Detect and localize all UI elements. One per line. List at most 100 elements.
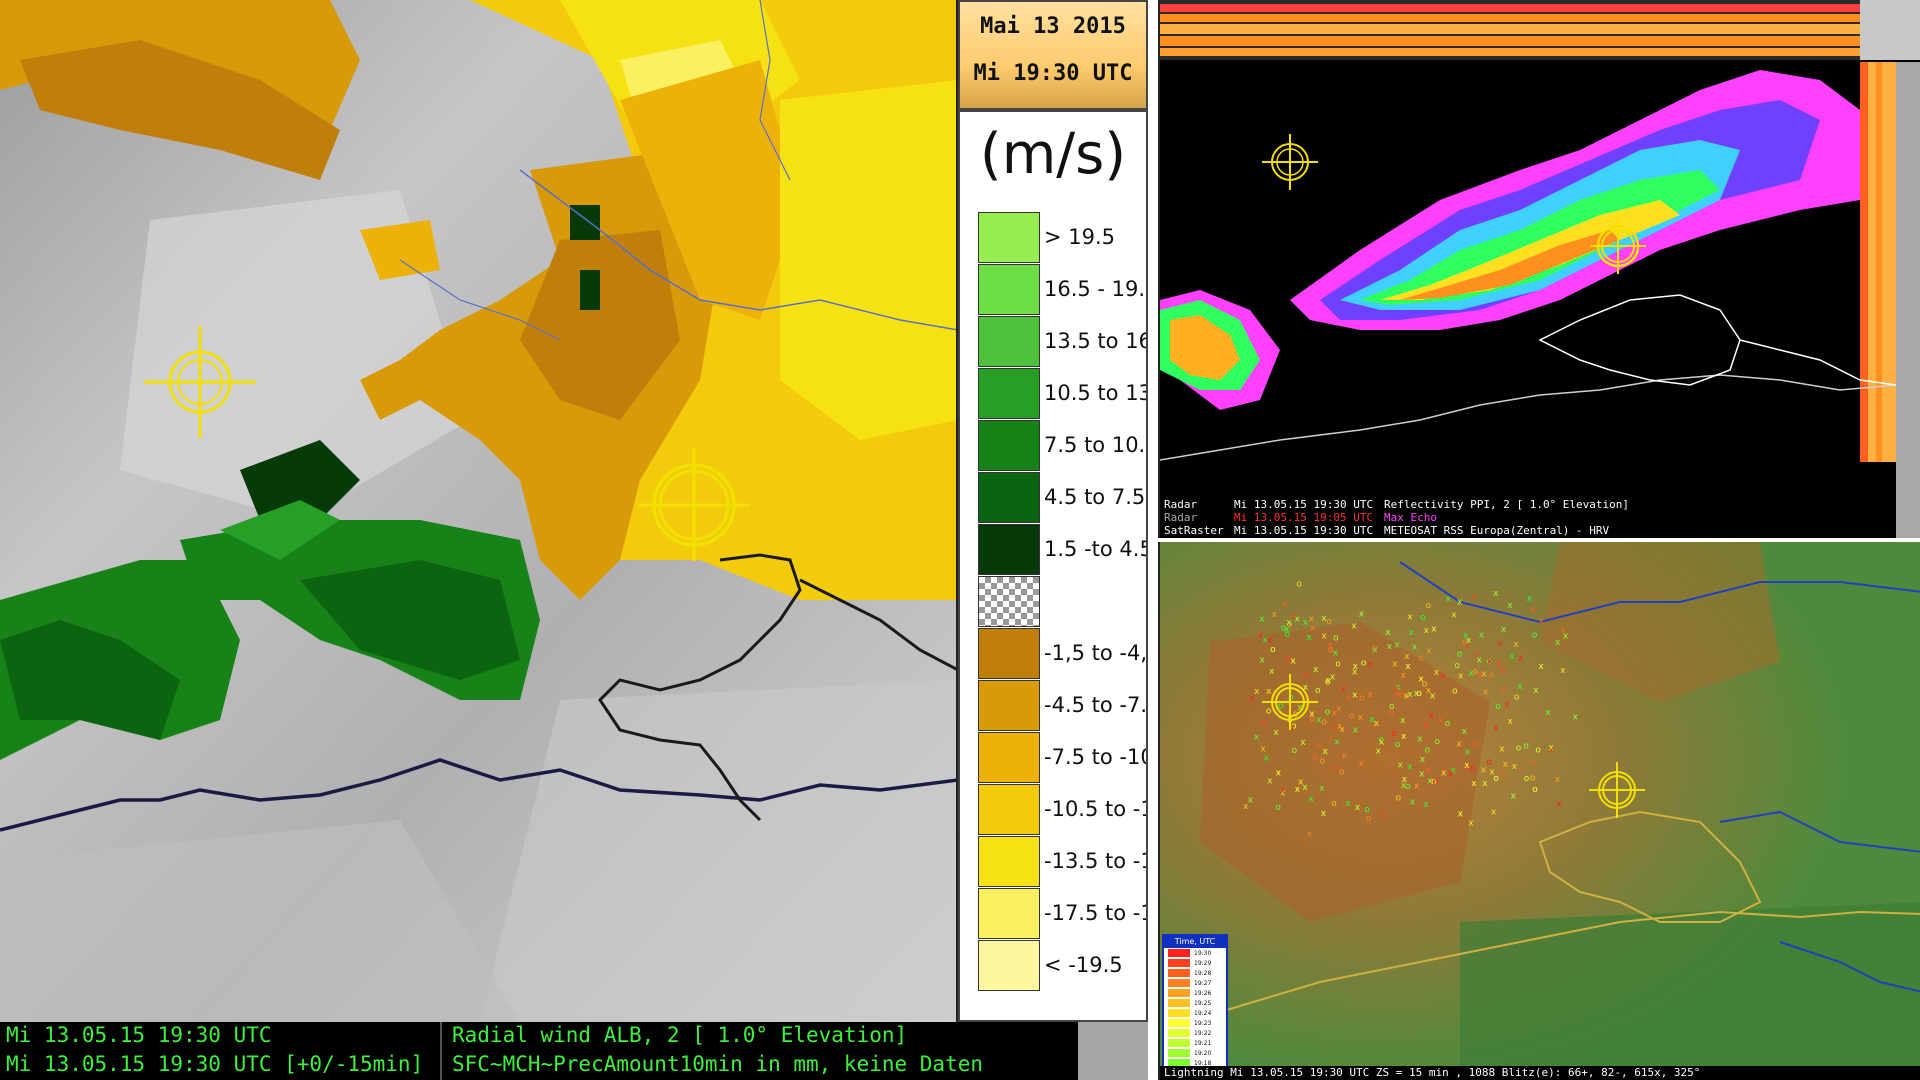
lightning-strike: x [1330, 723, 1336, 733]
lightning-strike: x [1368, 690, 1374, 700]
lightning-strike: o [1532, 785, 1538, 795]
lightning-strike: x [1282, 600, 1288, 610]
lightning-strike: o [1361, 659, 1367, 669]
lightning-strike: x [1243, 802, 1249, 812]
legend-label: > 19.5 [1044, 225, 1116, 249]
lightning-strike: o [1489, 671, 1495, 681]
lightning-strike: x [1254, 687, 1260, 697]
lightning-strike: o [1420, 613, 1426, 623]
lightning-strike: x [1394, 640, 1400, 650]
lightning-strike: x [1563, 631, 1569, 641]
crosshair-marker [1590, 218, 1646, 274]
max-echo-info-row: Radar Mi 13.05.15 19:05 UTC Max Echo [1164, 511, 1437, 524]
legend-label: 7.5 to 10.5 [1044, 433, 1148, 457]
legend-label: 1.5 -to 4.5 [1044, 537, 1148, 561]
lightning-strike: x [1295, 785, 1301, 795]
lightning-strike: x [1424, 626, 1430, 636]
lightning-strike: x [1316, 715, 1322, 725]
lightning-strike: x [1407, 762, 1413, 772]
lightning-strike: o [1364, 805, 1370, 815]
lightning-strike: o [1395, 740, 1401, 750]
lightning-strike: x [1409, 628, 1415, 638]
lightning-strike: x [1346, 694, 1352, 704]
lightning-strike: x [1493, 724, 1499, 734]
lightning-strike: x [1379, 737, 1385, 747]
lightning-strike: o [1349, 711, 1355, 721]
lightning-strike: x [1425, 766, 1431, 776]
time-legend-row: 19:30 [1164, 948, 1226, 958]
lightning-strike: o [1389, 702, 1395, 712]
lightning-strike: x [1303, 683, 1309, 693]
lightning-strike: x [1471, 779, 1477, 789]
time-legend-label: 19:29 [1194, 959, 1212, 967]
legend-swatch [978, 836, 1040, 887]
time-legend-row: 19:21 [1164, 1038, 1226, 1048]
lightning-strike: o [1388, 708, 1394, 718]
time-legend-label: 19:27 [1194, 979, 1212, 987]
lightning-strike: x [1527, 594, 1533, 604]
radial-wind-map[interactable] [0, 0, 958, 1022]
crosshair-marker [1262, 134, 1318, 190]
lightning-strike: x [1448, 770, 1454, 780]
time-legend-label: 19:25 [1194, 999, 1212, 1007]
lightning-strike: o [1487, 657, 1493, 667]
lightning-strike: x [1353, 726, 1359, 736]
lightning-strike: x [1555, 775, 1561, 785]
legend-label: -13.5 to -17.5 [1044, 849, 1146, 873]
lightning-strike: x [1434, 668, 1440, 678]
lightning-strike: x [1556, 800, 1562, 810]
lightning-strike: x [1508, 717, 1514, 727]
lightning-strike: x [1250, 694, 1256, 704]
reflectivity-info-row: Radar Mi 13.05.15 19:30 UTC Reflectivity P… [1164, 498, 1630, 511]
date-label: Mai 13 2015 [980, 14, 1126, 39]
radial-wind-map-canvas [0, 0, 956, 1022]
country-border [0, 758, 956, 832]
lightning-strike: o [1378, 735, 1384, 745]
time-legend-swatch [1168, 949, 1190, 957]
lightning-strike: x [1280, 786, 1286, 796]
lightning-strike: x [1392, 660, 1398, 670]
lightning-strike: x [1307, 633, 1313, 643]
time-legend-row: 19:28 [1164, 968, 1226, 978]
lightning-strike: x [1458, 671, 1464, 681]
lightning-strike: x [1478, 671, 1484, 681]
lightning-strike: o [1435, 737, 1441, 747]
lake-border [598, 553, 802, 822]
lightning-strike: o [1396, 794, 1402, 804]
lightning-strike: x [1410, 797, 1416, 807]
crosshair-marker [1589, 762, 1645, 818]
lightning-strike: x [1331, 709, 1337, 719]
lightning-strike: o [1275, 803, 1281, 813]
legend-swatch [978, 784, 1040, 835]
lightning-strike: o [1288, 693, 1294, 703]
crosshair-marker [1262, 674, 1318, 730]
legend-swatch [978, 264, 1040, 315]
lightning-strike: x [1548, 743, 1554, 753]
lightning-strike: x [1330, 673, 1336, 683]
lightning-strike: x [1264, 754, 1270, 764]
lightning-strike: x [1286, 618, 1292, 628]
legend-label: -4.5 to -7.5 [1044, 693, 1148, 717]
lightning-strike: x [1463, 631, 1469, 641]
lightning-strike: x [1518, 654, 1524, 664]
lightning-strike: x [1380, 810, 1386, 820]
lightning-strike: x [1326, 676, 1332, 686]
time-legend-swatch [1168, 1059, 1190, 1067]
lightning-strike: x [1487, 657, 1493, 667]
lightning-strike: x [1266, 687, 1272, 697]
lightning-strike: o [1426, 601, 1432, 611]
lightning-strike: x [1267, 776, 1273, 786]
lightning-strike: x [1321, 614, 1327, 624]
status-time-window: Mi 13.05.15 19:30 UTC [+0/-15min] [6, 1052, 424, 1076]
legend-label: 13.5 to 16.5 [1044, 329, 1146, 353]
lightning-strike: x [1267, 636, 1273, 646]
legend-label: 4.5 to 7.5 [1044, 485, 1146, 509]
time-legend-label: 19:24 [1194, 1009, 1212, 1017]
lightning-strike: x [1497, 639, 1503, 649]
lightning-strike: x [1300, 738, 1306, 748]
reflectivity-panel[interactable]: Radar Mi 13.05.15 19:30 UTC Reflectivity P… [1158, 0, 1920, 538]
legend-label: -17.5 to -19.5 [1044, 901, 1146, 925]
time-legend-row: 19:18 [1164, 1058, 1226, 1068]
